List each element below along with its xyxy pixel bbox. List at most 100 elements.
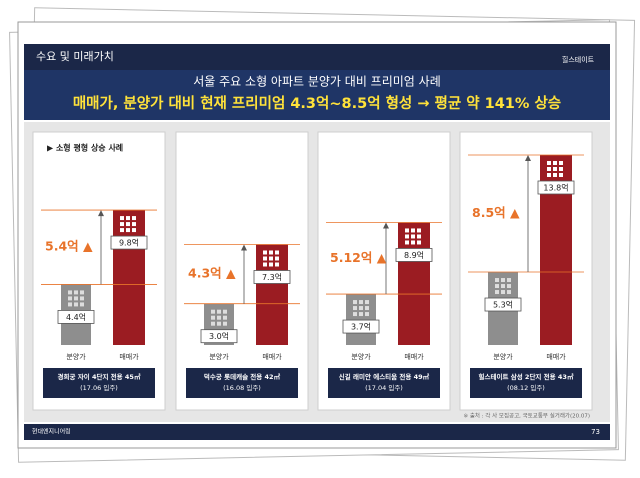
arrow-head (241, 244, 247, 251)
window (495, 278, 499, 283)
window (411, 240, 415, 245)
caption: (17.04 입주) (365, 384, 403, 392)
category-label: 매매가 (546, 352, 566, 361)
window (263, 256, 267, 261)
window (405, 240, 409, 245)
window (553, 167, 557, 171)
window (269, 250, 273, 255)
value-label: 13.8억 (543, 183, 568, 193)
value-label: 9.8억 (119, 238, 139, 248)
window (223, 315, 227, 320)
category-label: 분양가 (493, 352, 513, 361)
arrow-head (98, 210, 104, 217)
window (553, 161, 557, 165)
window (559, 173, 563, 177)
window (359, 300, 363, 305)
category-label: 분양가 (209, 352, 229, 361)
value-label-box (395, 248, 433, 262)
window (507, 284, 511, 289)
window (269, 262, 273, 267)
window (217, 321, 221, 326)
arrow-head (383, 222, 389, 229)
value-label-box (253, 270, 291, 284)
window (68, 296, 72, 301)
footer-company: 현대엔지니어링 (32, 428, 71, 436)
window (405, 234, 409, 239)
window (559, 167, 563, 171)
window (223, 321, 227, 326)
window (74, 296, 78, 301)
premium-annotation: 8.5억 ▲ (472, 205, 520, 220)
window (507, 290, 511, 295)
headline: 매매가, 분양가 대비 현재 프리미엄 4.3억~8.5억 형성 → 평균 약 … (73, 94, 561, 112)
window (353, 300, 357, 305)
window (223, 309, 227, 314)
window (211, 309, 215, 314)
caption: (17.06 입주) (80, 384, 118, 392)
window (365, 306, 369, 311)
window (353, 312, 357, 317)
bar (113, 210, 145, 345)
window (126, 216, 130, 221)
window (80, 290, 84, 295)
window (365, 300, 369, 305)
window (275, 262, 279, 267)
caption: 덕수궁 롯데캐슬 전용 42㎡ (204, 372, 281, 381)
window (132, 222, 136, 227)
window (559, 161, 563, 165)
caption: 경희궁 자이 4단지 전용 45㎡ (58, 372, 141, 381)
window (80, 296, 84, 301)
category-label: 매매가 (262, 352, 282, 361)
window (126, 222, 130, 227)
section-label: ▶ 소형 평형 상승 사례 (47, 143, 123, 153)
window (501, 278, 505, 283)
window (132, 228, 136, 233)
window (263, 262, 267, 267)
window (80, 302, 84, 307)
value-label-box (57, 310, 95, 324)
window (120, 222, 124, 227)
caption: 힐스테이트 삼성 2단지 전용 43㎡ (479, 372, 574, 381)
window (365, 312, 369, 317)
title-band (24, 70, 610, 120)
window (507, 278, 511, 283)
value-label: 4.4억 (66, 312, 86, 322)
logo: 힐스테이트 (562, 55, 595, 64)
window (269, 256, 273, 261)
category-label: 분양가 (351, 352, 371, 361)
window (417, 228, 421, 233)
footer-bar (24, 424, 610, 440)
value-label: 3.0억 (209, 331, 229, 341)
value-label: 3.7억 (351, 322, 371, 332)
window (417, 234, 421, 239)
window (74, 302, 78, 307)
value-label: 5.3억 (493, 300, 513, 310)
window (68, 302, 72, 307)
window (411, 234, 415, 239)
value-label-box (484, 297, 522, 312)
window (275, 256, 279, 261)
window (405, 228, 409, 233)
value-label-box (110, 235, 148, 250)
page-number: 73 (591, 428, 600, 436)
premium-annotation: 5.12억 ▲ (330, 250, 387, 265)
window (263, 250, 267, 255)
caption-box (470, 368, 582, 398)
window (495, 290, 499, 295)
window (495, 284, 499, 289)
window (359, 312, 363, 317)
window (211, 321, 215, 326)
value-label-box (342, 319, 380, 334)
window (411, 228, 415, 233)
window (547, 167, 551, 171)
window (126, 228, 130, 233)
window (553, 173, 557, 177)
window (120, 216, 124, 221)
caption-box (43, 368, 155, 398)
premium-annotation: 5.4억 ▲ (45, 239, 93, 254)
window (359, 306, 363, 311)
window (547, 161, 551, 165)
caption-box (328, 368, 440, 398)
